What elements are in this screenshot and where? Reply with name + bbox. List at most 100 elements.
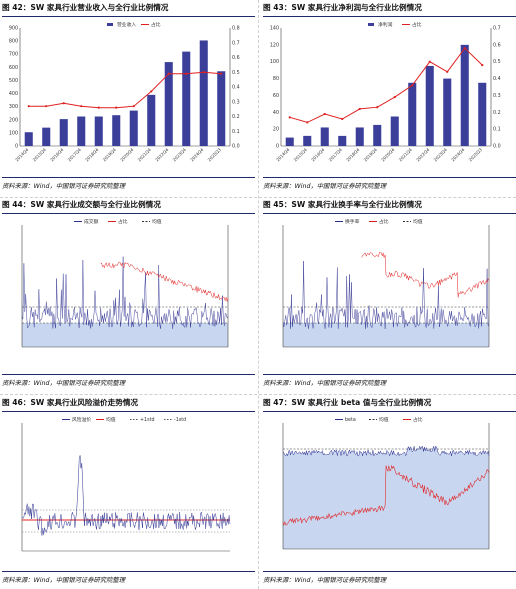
y-tick-label: 700: [9, 52, 18, 58]
figure-source: 资料来源：Wind，中国银河证券研究院整理: [2, 374, 255, 387]
ratio-series-line: [361, 252, 490, 298]
legend-label: 占比: [413, 416, 423, 423]
figure-source: 资料来源：Wind，中国银河证券研究院整理: [263, 571, 516, 584]
ratio-point: [185, 72, 188, 75]
y-tick-label: 200: [9, 117, 18, 123]
beta-area: [283, 446, 489, 549]
y2-tick-label: 0.1: [493, 127, 501, 133]
risk-premium-chart: 风险溢价 均值 +1std -1std: [21, 416, 231, 552]
bar: [390, 116, 399, 146]
figure-source: 资料来源：Wind，中国银河证券研究院整理: [2, 177, 255, 190]
legend-label: 换手率: [345, 218, 360, 225]
y2-tick-label: 0.0: [232, 144, 240, 150]
figure-46-panel: 图 46：SW 家具行业风险溢价走势情况 风险溢价 均值 +1std -1std 资料…: [2, 397, 255, 587]
legend-label: 占比: [151, 21, 161, 28]
ratio-point: [463, 47, 466, 50]
y-tick-label: 80: [273, 76, 279, 82]
ratio-series-line: [100, 261, 229, 302]
x-tick-label: 2020Q4: [119, 147, 135, 163]
ratio-point: [202, 71, 205, 74]
figure-title: 图 45：SW 家具行业换手率与全行业比例情况: [263, 199, 516, 214]
x-tick-label: 2018Q4: [84, 147, 100, 163]
y2-tick-label: 0.5: [493, 59, 501, 65]
turnover-amount-chart: 成交额 占比 均值: [21, 218, 229, 348]
beta-line: [282, 445, 490, 457]
ratio-point: [62, 102, 65, 105]
figure-source: 资料来源：Wind，中国银河证券研究院整理: [263, 374, 516, 387]
legend-label: beta: [345, 417, 356, 423]
y2-tick-label: 0.6: [493, 42, 501, 48]
ratio-point: [411, 84, 414, 87]
figure-source: 资料来源：Wind，中国银河证券研究院整理: [263, 177, 516, 190]
y-tick-label: 20: [273, 127, 279, 133]
legend-label: 成交额: [84, 218, 99, 225]
figure-47-panel: 图 47：SW 家具行业 beta 值与全行业比例情况 beta 均值 占比 资料来…: [263, 397, 516, 587]
y2-tick-label: 0.5: [232, 70, 240, 76]
figure-title: 图 42：SW 家具行业营业收入与全行业比例情况: [2, 2, 255, 17]
x-tick-label: 2024Q4: [189, 147, 205, 163]
legend-label: 均值: [106, 416, 116, 423]
ratio-point: [428, 60, 431, 63]
legend-label: 营业收入: [117, 21, 136, 28]
y-tick-label: 800: [9, 39, 18, 45]
y-tick-label: 120: [270, 42, 279, 48]
y2-tick-label: 0.3: [493, 93, 501, 99]
net-profit-chart: 0 20 40 60 80 100 120 140 0.0 0.1 0.2 0.3 0.4 0.5 0.6 0…: [270, 21, 501, 163]
shaded-band: [283, 323, 489, 347]
turnover-rate-chart: 换手率 占比 均值: [282, 218, 490, 348]
ratio-point: [150, 90, 153, 93]
ratio-point: [306, 121, 309, 124]
legend-label: 风险溢价: [72, 416, 91, 423]
y-tick-label: 0: [276, 144, 279, 150]
x-tick-label: 2021Q4: [398, 147, 414, 163]
bar: [355, 127, 364, 146]
x-tick-label: 2023Q4: [172, 147, 188, 163]
legend-swatch: [368, 23, 374, 26]
ratio-point: [27, 105, 30, 108]
y2-tick-label: 0.0: [493, 144, 501, 150]
bar: [77, 116, 86, 146]
bar: [320, 127, 329, 146]
legend-label: 均值: [152, 218, 162, 225]
legend-label: +1std: [140, 417, 155, 423]
figure-43-panel: 图 43：SW 家具行业净利润与全行业比例情况 0 20 40 60 80 100 120 1…: [263, 2, 516, 194]
y-tick-label: 40: [273, 110, 279, 116]
legend-label: 占比: [379, 218, 389, 225]
ratio-point: [446, 70, 449, 73]
ratio-point: [481, 63, 484, 67]
bar: [338, 135, 347, 146]
legend-swatch: [107, 23, 113, 26]
beta-chart: beta 均值 占比: [282, 416, 490, 550]
y-tick-label: 500: [9, 78, 18, 84]
ratio-point: [132, 105, 135, 108]
y2-tick-label: 0.2: [493, 110, 501, 116]
ratio-point: [97, 106, 100, 109]
ratio-point: [358, 107, 361, 111]
bar: [373, 124, 382, 146]
ratio-point: [393, 96, 396, 99]
ratio-point: [167, 72, 170, 75]
ratio-point: [220, 72, 223, 75]
y2-tick-label: 0.7: [493, 26, 501, 32]
legend-label: 均值: [413, 218, 423, 225]
row-divider: [0, 394, 516, 395]
bar: [94, 116, 103, 146]
y2-tick-label: 0.7: [232, 40, 240, 46]
ratio-point: [80, 105, 83, 108]
legend-label: 均值: [379, 416, 389, 423]
ratio-point: [115, 106, 118, 109]
x-tick-label: 2019Q4: [102, 147, 118, 163]
y-tick-label: 60: [273, 93, 279, 99]
column-divider: [258, 0, 259, 589]
primary-series-line: [282, 260, 489, 329]
ratio-point: [376, 106, 379, 109]
y2-tick-label: 0.8: [232, 26, 240, 32]
bar: [425, 65, 434, 146]
bar: [42, 127, 51, 146]
bar: [478, 82, 487, 146]
y2-tick-label: 0.2: [232, 114, 240, 120]
bar: [443, 78, 452, 146]
x-tick-label: 2020Q4: [380, 147, 396, 163]
legend-label: -1std: [174, 417, 186, 423]
x-tick-label: 2019Q4: [363, 147, 379, 163]
